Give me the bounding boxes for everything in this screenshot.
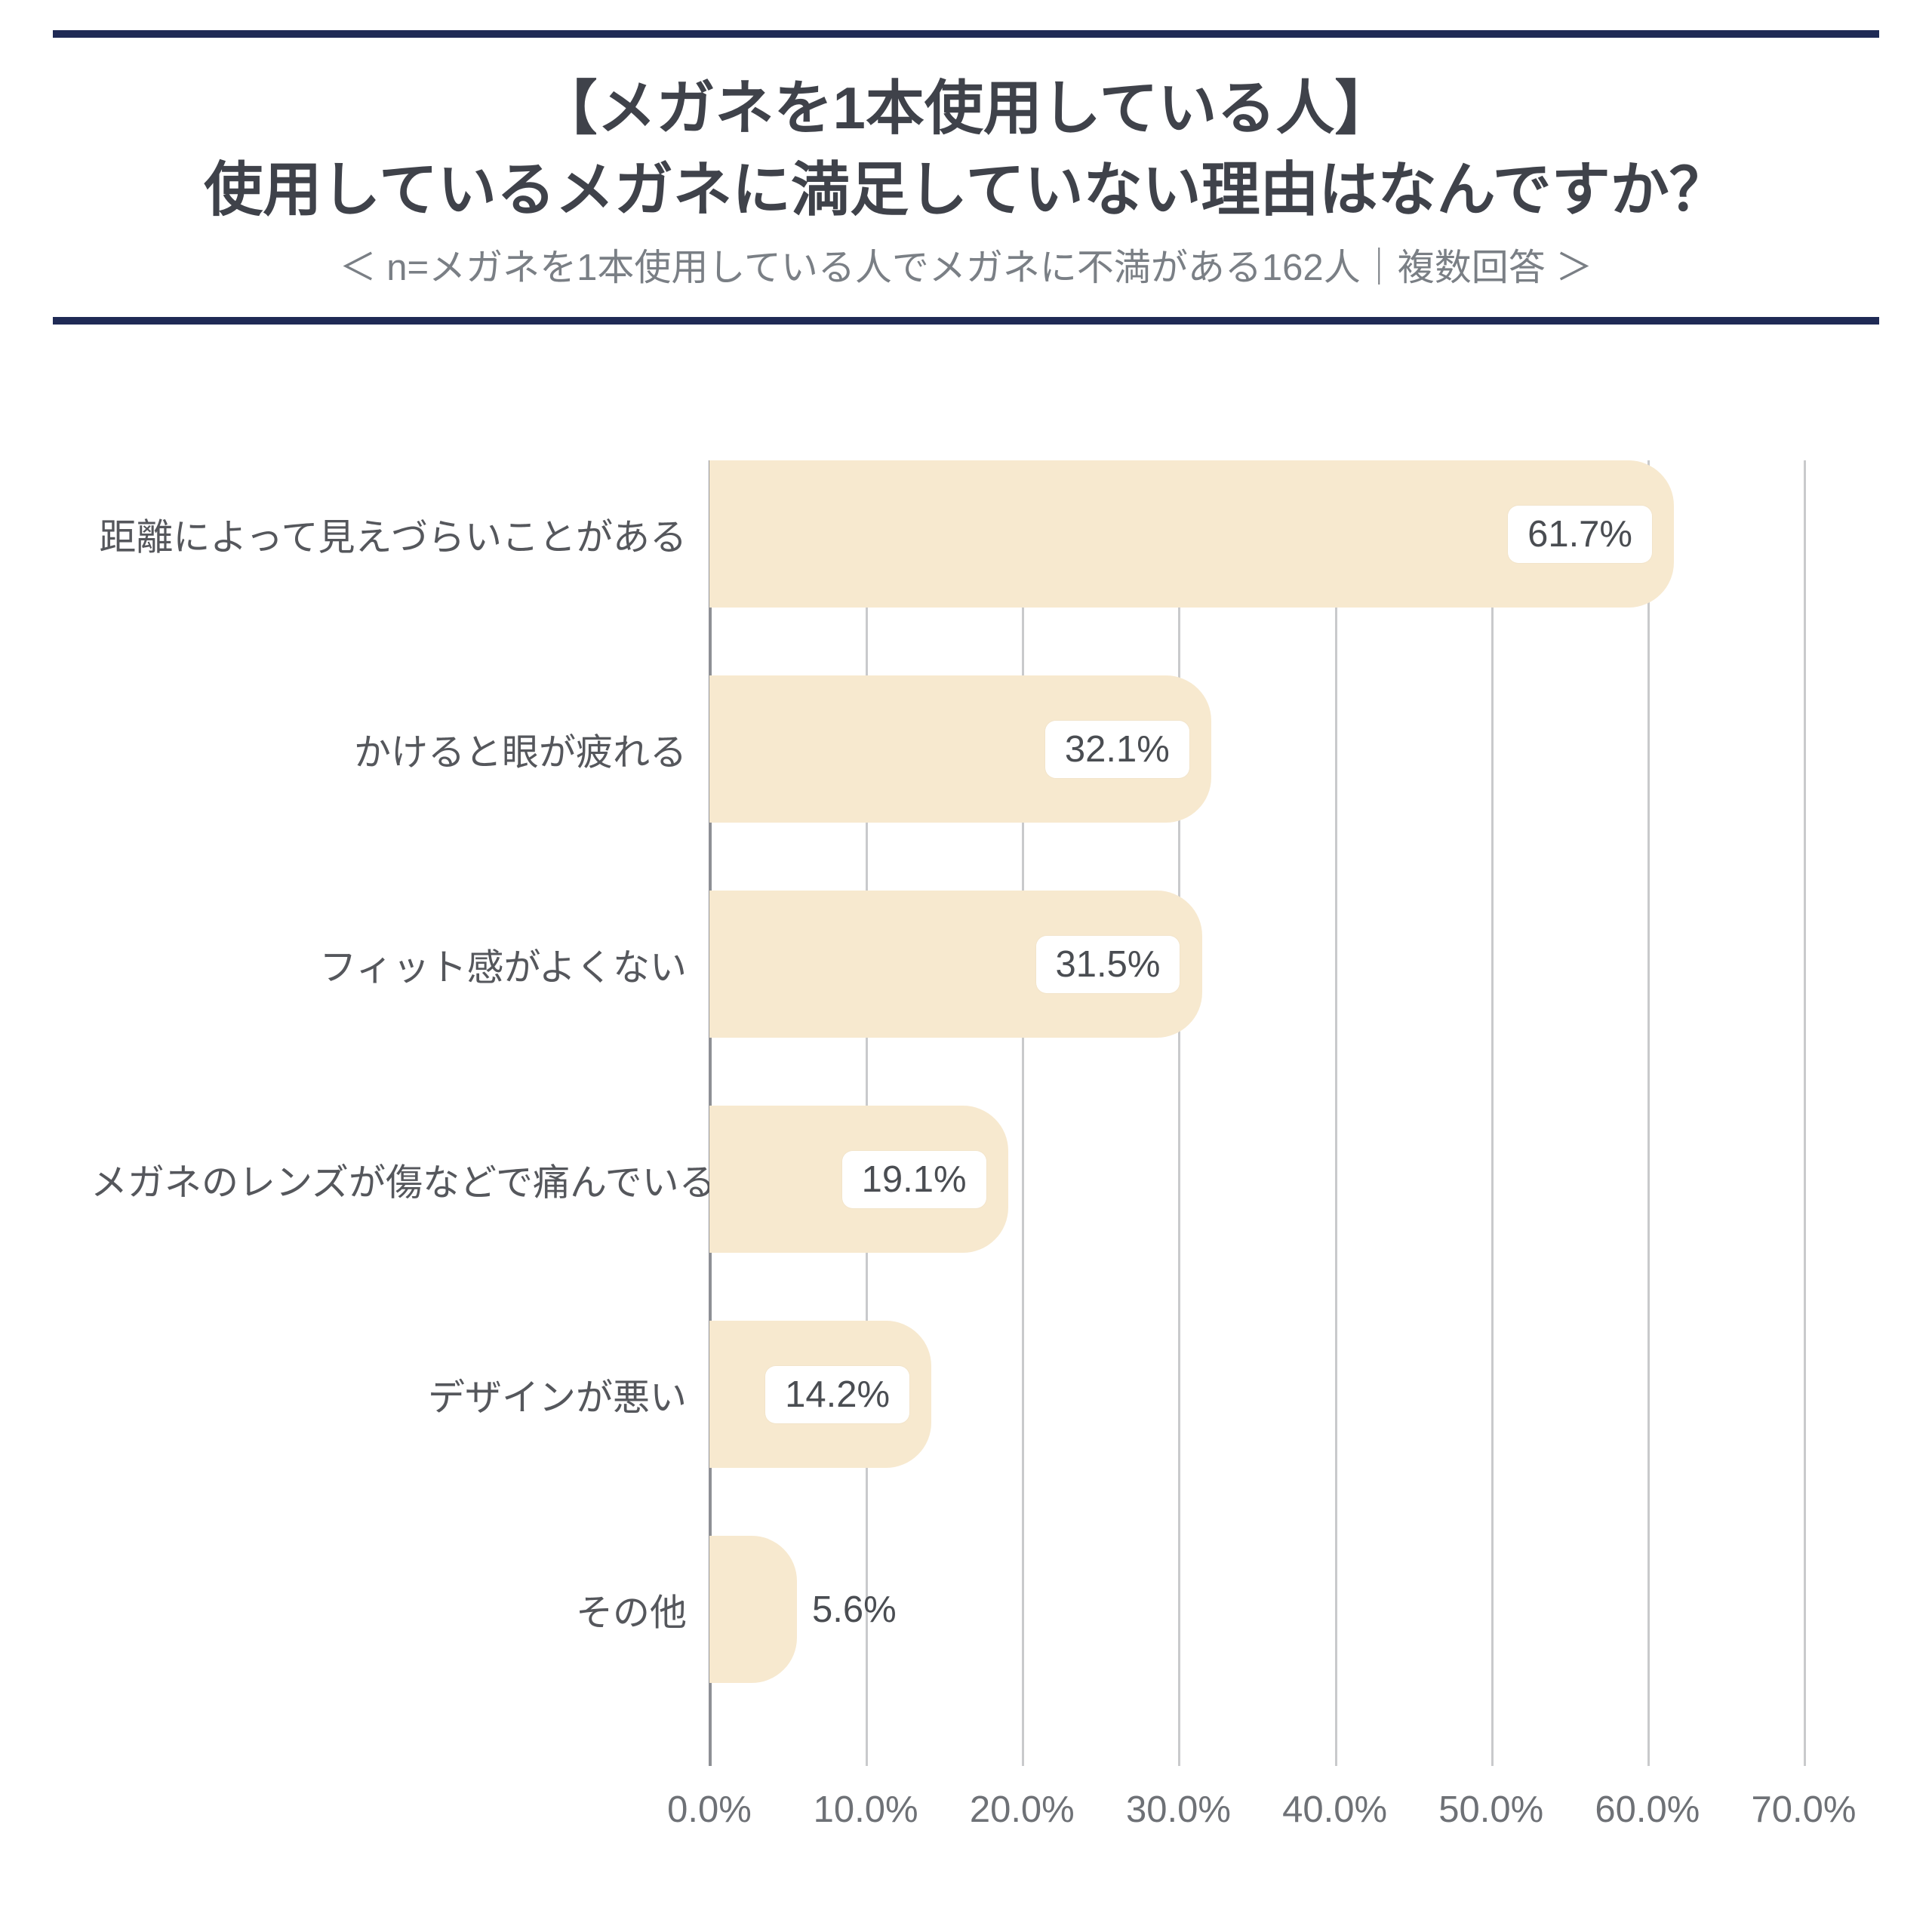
bar-rows: 距離によって見えづらいことがある 61.7% かけると眼が疲れる 32.1% フィット感… <box>91 460 1804 1766</box>
category-label: メガネのレンズが傷などで痛んでいる <box>91 1152 687 1206</box>
bar-row: 距離によって見えづらいことがある 61.7% <box>91 460 1804 608</box>
title-line-2: 使用しているメガネに満足していない理由はなんですか？ <box>53 149 1879 231</box>
bar-chart: 距離によって見えづらいことがある 61.7% かけると眼が疲れる 32.1% フィット感… <box>91 460 1804 1766</box>
value-badge: 14.2% <box>765 1366 909 1423</box>
x-tick-label: 0.0% <box>667 1789 752 1831</box>
x-axis-ticks: 0.0%10.0%20.0%30.0%40.0%50.0%60.0%70.0% <box>709 1789 1804 1841</box>
value-badge: 31.5% <box>1036 936 1180 993</box>
x-tick-label: 70.0% <box>1752 1789 1857 1831</box>
x-tick-label: 10.0% <box>814 1789 918 1831</box>
value-badge: 61.7% <box>1508 506 1652 563</box>
header: 【メガネを1本使用している人】 使用しているメガネに満足していない理由はなんです… <box>53 38 1879 317</box>
bar <box>709 1536 797 1683</box>
bar-row: デザインが悪い 14.2% <box>91 1321 1804 1468</box>
value-badge: 5.6% <box>812 1589 897 1631</box>
category-label: かけると眼が疲れる <box>91 722 687 776</box>
category-label: その他 <box>91 1583 687 1636</box>
bar-row: フィット感がよくない 31.5% <box>91 891 1804 1038</box>
bottom-rule <box>53 317 1879 325</box>
top-rule <box>53 30 1879 38</box>
title-line-1: 【メガネを1本使用している人】 <box>53 68 1879 149</box>
category-label: 距離によって見えづらいことがある <box>91 507 687 561</box>
x-tick-label: 50.0% <box>1438 1789 1543 1831</box>
x-tick-label: 30.0% <box>1126 1789 1231 1831</box>
x-tick-label: 60.0% <box>1595 1789 1700 1831</box>
gridline <box>1804 460 1806 1766</box>
bar-row: メガネのレンズが傷などで痛んでいる 19.1% <box>91 1106 1804 1253</box>
page: 【メガネを1本使用している人】 使用しているメガネに満足していない理由はなんです… <box>0 0 1932 1932</box>
category-label: フィット感がよくない <box>91 937 687 991</box>
bar-row: その他 5.6% <box>91 1536 1804 1683</box>
value-badge: 32.1% <box>1045 721 1189 778</box>
x-tick-label: 40.0% <box>1282 1789 1387 1831</box>
subtitle: ＜ n=メガネを1本使用している人でメガネに不満がある162人｜複数回答 ＞ <box>53 238 1879 291</box>
bar-row: かけると眼が疲れる 32.1% <box>91 675 1804 823</box>
value-badge: 19.1% <box>842 1151 986 1208</box>
x-tick-label: 20.0% <box>970 1789 1075 1831</box>
category-label: デザインが悪い <box>91 1367 687 1421</box>
